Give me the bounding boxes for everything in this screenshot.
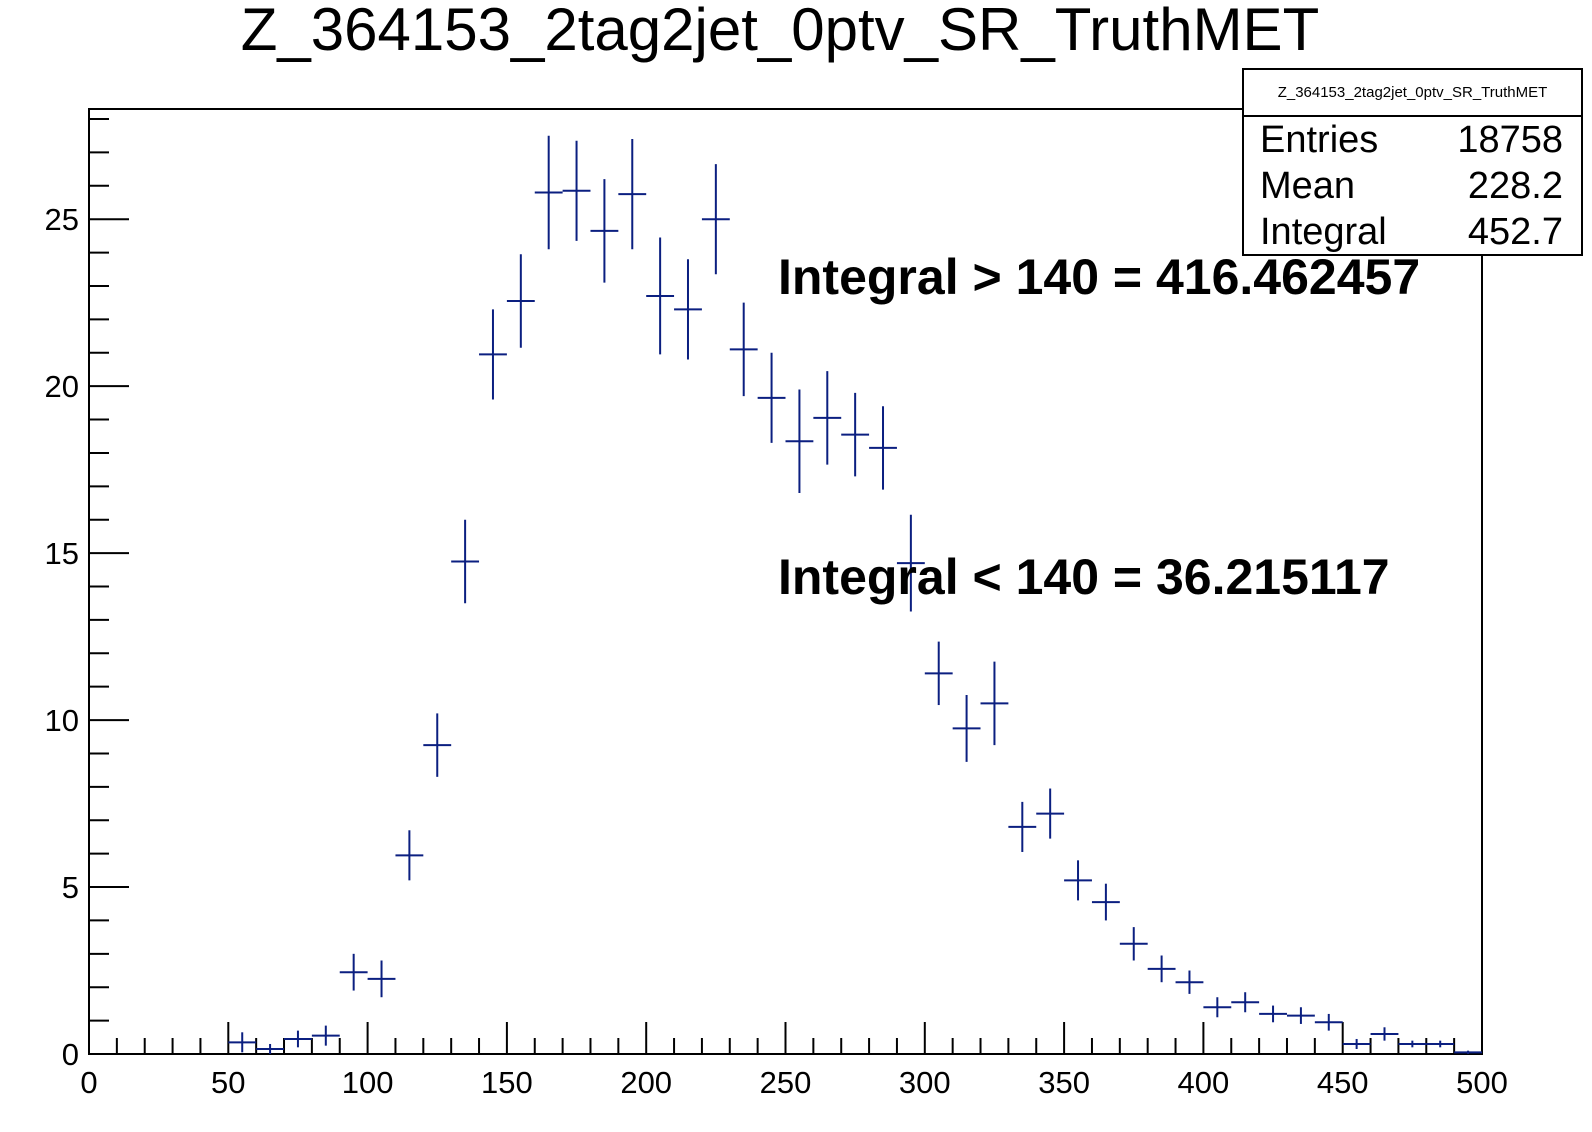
data-point [1370,1027,1399,1041]
data-point [1342,1038,1371,1049]
data-point [479,309,507,400]
data-points [228,135,1482,1054]
data-point [813,371,842,465]
data-point [1119,927,1148,961]
x-tick-label: 450 [1317,1065,1369,1100]
data-point [757,352,786,443]
y-tick-label: 0 [62,1037,79,1072]
stats-row-integral: Integral 452.7 [1244,209,1581,255]
data-point [256,1043,285,1054]
data-point [952,695,981,762]
x-tick-label: 0 [80,1065,97,1100]
data-point [1314,1013,1343,1031]
y-tick-label: 15 [45,536,79,571]
x-tick-label: 400 [1178,1065,1230,1100]
data-point [646,237,675,355]
data-point [1091,883,1120,921]
data-point [924,641,953,706]
data-point [1036,788,1065,839]
data-point [618,139,647,250]
stats-box: Z_364153_2tag2jet_0ptv_SR_TruthMET Entri… [1242,68,1583,256]
stats-label: Integral [1260,211,1387,253]
data-point [729,302,758,397]
data-point [1231,992,1260,1013]
data-point [1398,1040,1427,1048]
x-tick-label: 200 [620,1065,672,1100]
y-tick-labels: 0 5 10 15 20 25 [45,202,79,1072]
data-point [1203,997,1232,1018]
data-point [1147,955,1176,983]
stats-label: Entries [1260,119,1379,161]
data-point [1175,970,1204,994]
y-tick-label: 25 [45,202,79,237]
data-point [228,1032,257,1053]
stats-row-mean: Mean 228.2 [1244,163,1581,209]
data-point [896,514,925,612]
x-tick-label: 150 [481,1065,533,1100]
y-tick-label: 20 [45,369,79,404]
data-point [980,661,1009,746]
data-point [451,519,480,604]
stats-label: Mean [1260,165,1356,207]
data-point [367,960,396,998]
data-point [674,259,702,360]
data-point [1064,860,1092,901]
data-point [1259,1005,1287,1023]
data-point [1426,1040,1455,1048]
data-point [534,135,563,250]
y-tick-label: 10 [45,703,79,738]
data-point [395,830,424,881]
data-point [841,392,870,477]
data-point [590,179,619,283]
data-point [284,1030,312,1048]
stats-value: 452.7 [1467,211,1563,253]
data-point [339,953,368,991]
data-point [423,713,452,777]
data-point [1454,1050,1482,1054]
data-point [869,406,897,490]
x-tick-label: 100 [342,1065,394,1100]
x-tick-labels: 0 50 100 150 200 250 300 350 400 450 500 [80,1065,1507,1100]
x-tick-label: 300 [899,1065,951,1100]
annotation-integral-below: Integral < 140 = 36.215117 [778,549,1390,605]
stats-value: 228.2 [1467,165,1563,207]
stats-value: 18758 [1457,119,1563,161]
data-point [1286,1007,1315,1024]
x-tick-label: 350 [1038,1065,1090,1100]
data-point [506,254,535,348]
data-point [785,389,814,494]
data-point [562,140,591,241]
stats-box-name: Z_364153_2tag2jet_0ptv_SR_TruthMET [1244,70,1581,117]
x-tick-label: 250 [760,1065,812,1100]
stats-row-entries: Entries 18758 [1244,117,1581,163]
x-tick-label: 50 [211,1065,245,1100]
data-point [701,164,730,275]
data-point [1008,801,1037,852]
x-tick-label: 500 [1456,1065,1508,1100]
axis-ticks [88,118,1483,1055]
data-point [311,1025,340,1046]
chart-title: Z_364153_2tag2jet_0ptv_SR_TruthMET [240,0,1320,63]
y-tick-label: 5 [62,870,79,905]
annotation-integral-above: Integral > 140 = 416.462457 [778,249,1421,305]
